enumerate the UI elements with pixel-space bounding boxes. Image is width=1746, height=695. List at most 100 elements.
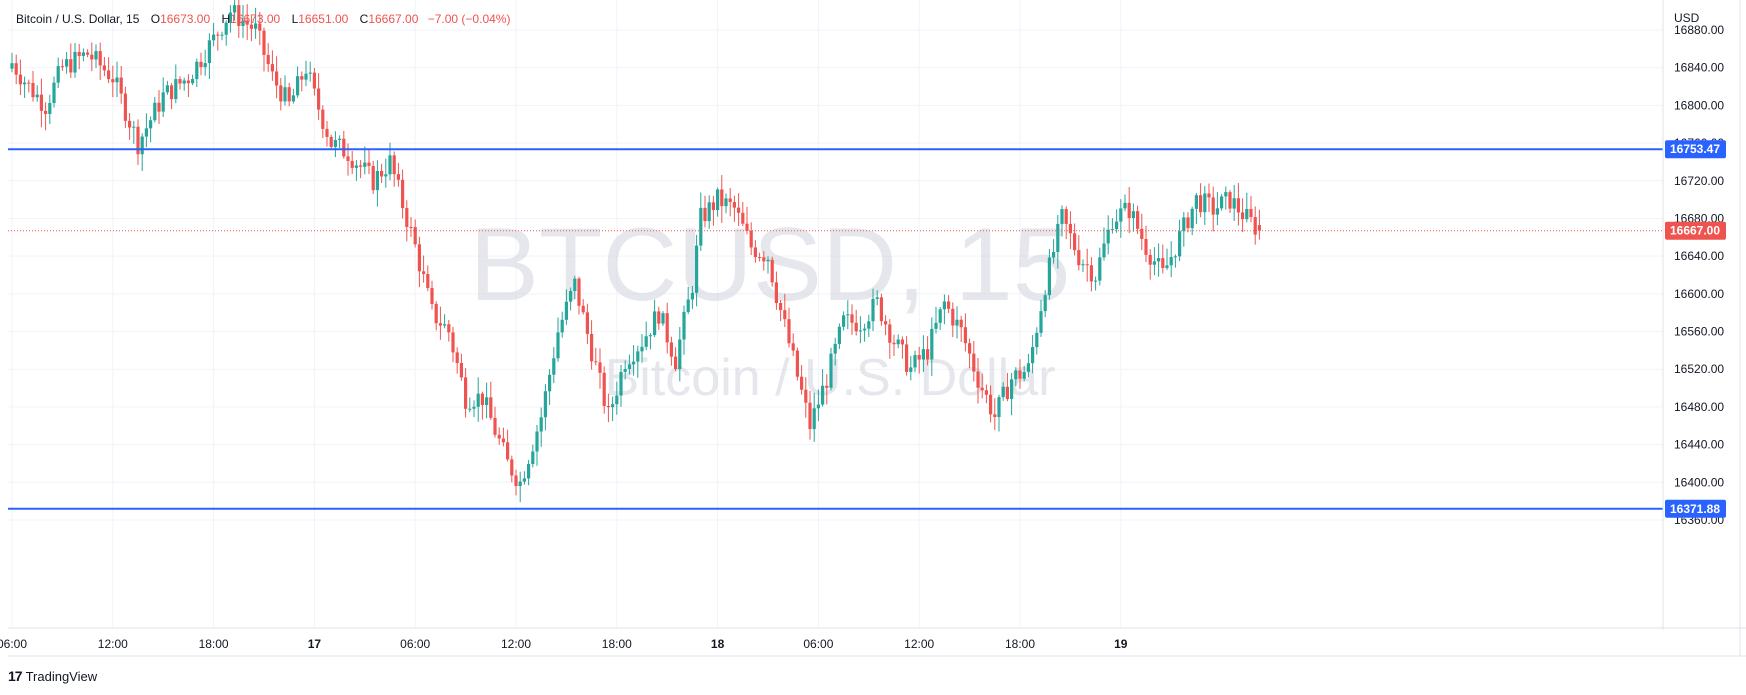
candle-body	[749, 230, 753, 248]
candle-body	[27, 82, 31, 84]
candle-body	[816, 404, 820, 409]
candle-body	[459, 362, 463, 378]
candle-body	[107, 70, 111, 80]
candle-body	[195, 61, 199, 80]
candle-body	[333, 139, 337, 147]
candle-body	[888, 324, 892, 343]
candle-body	[1094, 280, 1098, 282]
candle-body	[275, 71, 279, 86]
candle-body	[388, 155, 392, 175]
candle-body	[963, 327, 967, 344]
candle-body	[640, 346, 644, 352]
candle-body	[52, 82, 56, 103]
candle-body	[833, 343, 837, 354]
candle-body	[392, 155, 396, 175]
candle-body	[224, 22, 228, 35]
candle-body	[1148, 254, 1152, 265]
candle-body	[86, 52, 90, 55]
tradingview-logo-icon: 17	[8, 668, 23, 684]
candle-body	[774, 282, 778, 304]
candle-body	[564, 301, 568, 320]
candle-body	[1131, 211, 1135, 219]
candle-body	[140, 136, 144, 155]
candle-body	[178, 79, 182, 84]
candle-body	[308, 72, 312, 74]
candle-body	[1060, 209, 1064, 224]
candle-body	[1136, 211, 1140, 229]
candle-body	[241, 20, 245, 27]
y-tick-label: 16400.00	[1674, 475, 1724, 489]
candle-body	[39, 94, 43, 111]
candle-body	[207, 40, 211, 64]
candle-body	[1005, 386, 1009, 400]
candle-body	[1127, 202, 1131, 219]
watermark-ticker: BTCUSD, 15	[469, 207, 1070, 323]
candle-body	[997, 397, 1001, 418]
candle-body	[480, 393, 484, 406]
y-axis[interactable]: 16880.0016840.0016800.0016760.0016720.00…	[1674, 23, 1724, 527]
ohlc-legend: Bitcoin / U.S. Dollar, 15 O16673.00 H166…	[16, 12, 510, 26]
candle-body	[606, 405, 610, 408]
x-axis[interactable]: 06:00 12:00 18:00 17 06:00 12:00 18:00 18 06:00 1…	[0, 637, 1128, 651]
candle-body	[102, 65, 106, 71]
candle-body	[577, 278, 581, 306]
candle-body	[312, 72, 316, 89]
x-tick-label: 06:00	[400, 637, 430, 651]
tradingview-branding[interactable]: 17 TradingView	[8, 668, 97, 684]
candle-body	[720, 189, 724, 207]
candle-body	[258, 23, 262, 31]
candle-body	[510, 459, 514, 476]
candle-body	[896, 339, 900, 345]
candle-body	[686, 299, 690, 312]
candle-body	[1249, 208, 1253, 218]
last-price-badge	[1665, 221, 1726, 240]
candle-body	[829, 353, 833, 388]
candle-body	[1207, 193, 1211, 198]
candle-body	[770, 259, 774, 283]
candle-body	[800, 376, 804, 390]
candle-body	[665, 313, 669, 343]
open-label: O	[150, 12, 161, 26]
candle-body	[426, 273, 430, 288]
candle-body	[758, 257, 762, 259]
candle-body	[648, 335, 652, 337]
candle-body	[476, 393, 480, 407]
candle-body	[161, 92, 165, 112]
candle-body	[522, 478, 526, 482]
candle-body	[556, 332, 560, 359]
candle-body	[60, 66, 64, 68]
candle-body	[934, 322, 938, 329]
candle-body	[81, 52, 85, 56]
candle-body	[539, 417, 543, 432]
candle-body	[569, 291, 573, 302]
high-value: 16673.00	[230, 12, 281, 26]
candle-body	[900, 339, 904, 345]
x-tick-label: 17	[308, 637, 322, 651]
candle-body	[909, 367, 913, 372]
price-badge	[1665, 140, 1726, 159]
candle-body	[304, 73, 308, 80]
candle-body	[699, 207, 703, 246]
candle-body	[94, 51, 98, 60]
candle-body	[1119, 208, 1123, 222]
candle-body	[69, 59, 73, 73]
candle-body	[804, 389, 808, 403]
candle-body	[711, 202, 715, 210]
candle-body	[581, 305, 585, 313]
candle-body	[976, 371, 980, 388]
candle-body	[384, 174, 388, 177]
candle-body	[430, 287, 434, 304]
candle-body	[602, 372, 606, 406]
currency-label: USD	[1674, 11, 1700, 25]
candle-body	[1018, 370, 1022, 379]
candle-body	[18, 74, 22, 85]
candle-body	[136, 126, 140, 155]
candle-body	[165, 85, 169, 93]
candle-body	[984, 390, 988, 395]
candle-body	[762, 257, 766, 262]
candle-body	[1190, 208, 1194, 229]
candle-body	[329, 136, 333, 147]
candle-body	[1232, 198, 1236, 209]
candle-body	[90, 54, 94, 60]
